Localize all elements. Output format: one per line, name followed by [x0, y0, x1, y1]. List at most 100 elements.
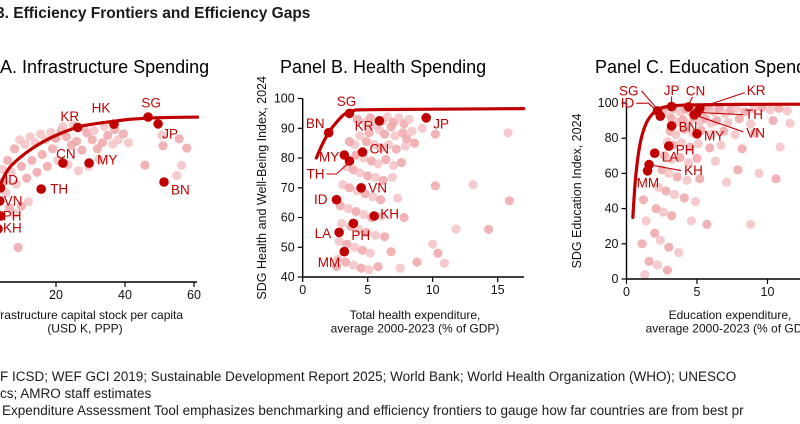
country-label-BN: BN [171, 183, 190, 198]
country-label-TH: TH [50, 182, 68, 197]
background-point [123, 138, 134, 148]
background-point [113, 135, 123, 145]
background-point [716, 140, 726, 150]
country-point-KH [369, 211, 380, 221]
background-point [685, 142, 695, 152]
country-point-VN [356, 183, 367, 193]
background-point [730, 130, 740, 140]
country-point-LA [334, 227, 344, 238]
background-point [32, 167, 42, 177]
background-point [433, 248, 443, 258]
background-point [439, 258, 449, 268]
country-point-VN [689, 110, 699, 120]
y-tick-label: 50 [281, 240, 295, 254]
x-axis-title-line2: average 2000-2023 (% of GDP) [331, 322, 500, 336]
background-point [94, 154, 104, 164]
country-point-VN [0, 196, 5, 206]
background-point [387, 172, 397, 182]
background-point [775, 142, 785, 152]
x-axis-title-line1: Infrastructure capital stock per capita [0, 308, 183, 322]
background-point [484, 224, 494, 234]
background-point [651, 204, 661, 214]
background-point [412, 257, 422, 267]
background-point [664, 168, 674, 178]
background-point [664, 242, 674, 252]
background-point [352, 114, 362, 124]
y-tick-label: 100 [598, 96, 619, 110]
x-axis-title-line2: average 2000-2023 (% of GDP) [646, 322, 800, 336]
background-point [754, 168, 764, 178]
background-point [691, 197, 701, 207]
country-point-MY [84, 158, 94, 168]
background-point [707, 129, 718, 139]
background-point [393, 193, 403, 203]
country-label-VN: VN [746, 125, 765, 140]
country-point-ID [0, 183, 6, 193]
background-point [383, 140, 394, 150]
country-label-MY: MY [319, 150, 339, 165]
background-point [361, 137, 371, 147]
background-point [73, 166, 83, 176]
background-point [58, 121, 68, 132]
background-point [748, 104, 759, 114]
background-point [355, 131, 365, 141]
background-point [89, 126, 99, 136]
country-label-JP: JP [162, 126, 178, 141]
country-label-BN: BN [679, 119, 698, 134]
footer-note-line: Expenditure Assessment Tool emphasizes b… [2, 403, 744, 418]
background-point [343, 204, 353, 214]
panel-a-plot: 20 40 60 Infrastructure capital stock per c… [0, 96, 201, 336]
background-point [361, 227, 371, 237]
background-point [674, 248, 684, 258]
country-label-CN: CN [370, 142, 390, 157]
background-point [750, 128, 760, 138]
background-point [337, 218, 347, 228]
background-point [172, 170, 182, 181]
label-connector-ID [636, 102, 660, 114]
country-label-MY: MY [704, 128, 724, 143]
country-label-ID: ID [314, 192, 328, 207]
background-point [77, 145, 87, 155]
background-point [637, 239, 647, 249]
background-point [377, 211, 387, 221]
background-point [686, 216, 697, 226]
country-point-HK [109, 119, 119, 129]
background-point [87, 135, 97, 145]
country-label-LA: LA [315, 226, 332, 241]
label-connector-KR [702, 92, 745, 108]
x-tick-label: 5 [694, 285, 701, 299]
country-point-ID [655, 111, 666, 121]
background-point [356, 263, 366, 273]
background-point [679, 124, 689, 134]
background-point [705, 143, 715, 153]
background-point [3, 155, 13, 165]
background-point [25, 132, 35, 142]
background-point [669, 189, 680, 200]
background-point [409, 138, 420, 148]
panel-c-plot: 0 5 10 Education expenditure,average 2000-2… [570, 83, 800, 336]
background-point [363, 122, 373, 132]
background-point [380, 232, 390, 242]
y-tick-label: 70 [281, 181, 295, 195]
background-point [395, 263, 405, 273]
background-point [10, 144, 20, 154]
x-axis-title-line2: (USD K, PPP) [47, 322, 122, 336]
charts-canvas: 20 40 60 Infrastructure capital stock per c… [0, 76, 800, 336]
country-point-JP [153, 119, 163, 129]
background-point [92, 144, 102, 154]
background-point [373, 159, 383, 169]
country-label-PH: PH [3, 208, 22, 223]
country-point-KH [0, 224, 3, 234]
label-connector-TH [701, 112, 744, 116]
background-point [351, 207, 361, 217]
background-point [746, 219, 756, 229]
country-label-LA: LA [662, 150, 679, 165]
country-point-SG [344, 108, 355, 119]
country-point-TH [36, 184, 46, 194]
background-point [177, 160, 187, 170]
country-point-BN [323, 127, 334, 138]
background-point [16, 161, 27, 171]
background-point [16, 201, 27, 211]
background-point [652, 260, 663, 270]
y-axis-title: SDG Education Index, 2024 [570, 113, 584, 268]
